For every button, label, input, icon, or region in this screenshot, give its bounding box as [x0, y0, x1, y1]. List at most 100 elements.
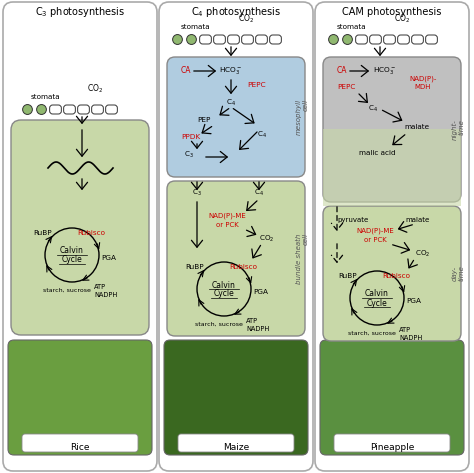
FancyBboxPatch shape [315, 2, 469, 471]
FancyBboxPatch shape [320, 340, 464, 455]
FancyBboxPatch shape [270, 35, 282, 44]
Text: mesophyll
cell: mesophyll cell [296, 99, 309, 135]
Text: stomata: stomata [181, 24, 210, 30]
FancyBboxPatch shape [91, 105, 103, 114]
Text: PEPC: PEPC [337, 84, 356, 90]
Text: PEP: PEP [197, 117, 210, 123]
Text: NADPH: NADPH [94, 292, 117, 298]
Text: PGA: PGA [101, 255, 116, 261]
FancyBboxPatch shape [167, 57, 305, 177]
FancyBboxPatch shape [50, 105, 61, 114]
Text: malic acid: malic acid [359, 150, 395, 156]
Text: CAM photosynthesis: CAM photosynthesis [342, 7, 442, 17]
FancyBboxPatch shape [167, 181, 305, 336]
Text: stomata: stomata [337, 24, 366, 30]
FancyBboxPatch shape [8, 340, 152, 455]
FancyBboxPatch shape [370, 35, 382, 44]
FancyBboxPatch shape [22, 434, 138, 452]
Text: CO$_2$: CO$_2$ [87, 83, 103, 95]
Text: bundle sheath
cell: bundle sheath cell [296, 233, 309, 284]
Ellipse shape [187, 35, 196, 44]
FancyBboxPatch shape [11, 120, 149, 335]
Ellipse shape [36, 105, 46, 114]
Text: C$_3$ photosynthesis: C$_3$ photosynthesis [35, 5, 125, 19]
FancyBboxPatch shape [214, 35, 225, 44]
Text: CA: CA [337, 67, 347, 76]
Text: day-
time: day- time [452, 265, 465, 281]
FancyBboxPatch shape [426, 35, 438, 44]
Text: HCO$_3^-$: HCO$_3^-$ [219, 65, 243, 77]
FancyBboxPatch shape [164, 340, 308, 455]
Text: Maize: Maize [223, 443, 249, 452]
Text: Cycle: Cycle [366, 298, 387, 307]
Text: HCO$_3^-$: HCO$_3^-$ [374, 65, 397, 77]
Text: RuBP: RuBP [338, 273, 357, 279]
FancyBboxPatch shape [228, 35, 239, 44]
Text: Cycle: Cycle [62, 255, 82, 264]
Text: ATP: ATP [246, 318, 258, 324]
Text: CO$_2$: CO$_2$ [238, 13, 254, 25]
Text: NAD(P)-ME: NAD(P)-ME [356, 228, 394, 234]
FancyBboxPatch shape [255, 35, 267, 44]
Text: NAD(P)-ME: NAD(P)-ME [208, 213, 246, 219]
Text: ATP: ATP [94, 284, 106, 290]
Text: CO$_2$: CO$_2$ [394, 13, 410, 25]
Text: Calvin: Calvin [365, 289, 389, 298]
FancyBboxPatch shape [159, 2, 313, 471]
FancyBboxPatch shape [323, 129, 461, 206]
Text: Rubisco: Rubisco [77, 230, 105, 236]
Text: NADPH: NADPH [246, 326, 269, 332]
Text: RuBP: RuBP [185, 264, 204, 270]
FancyBboxPatch shape [64, 105, 75, 114]
FancyBboxPatch shape [106, 105, 118, 114]
Text: or PCK: or PCK [216, 222, 238, 228]
FancyBboxPatch shape [398, 35, 410, 44]
Text: CA: CA [181, 67, 191, 76]
Text: Rubisco: Rubisco [229, 264, 257, 270]
Text: night-
time: night- time [452, 119, 465, 140]
Text: malate: malate [404, 124, 429, 130]
Text: Rice: Rice [70, 443, 90, 452]
Text: Calvin: Calvin [60, 246, 84, 255]
Text: CO$_2$: CO$_2$ [415, 249, 431, 259]
FancyBboxPatch shape [356, 35, 367, 44]
FancyBboxPatch shape [178, 434, 294, 452]
Text: C$_4$ photosynthesis: C$_4$ photosynthesis [191, 5, 281, 19]
Text: ATP: ATP [399, 327, 411, 333]
Text: Pineapple: Pineapple [370, 443, 414, 452]
FancyBboxPatch shape [3, 2, 157, 471]
Text: NADPH: NADPH [399, 335, 422, 341]
FancyBboxPatch shape [242, 35, 253, 44]
Text: PPDK: PPDK [181, 134, 200, 140]
Text: CO$_2$: CO$_2$ [259, 234, 275, 244]
Text: stomata: stomata [31, 94, 61, 100]
Text: Cycle: Cycle [214, 289, 234, 298]
Ellipse shape [23, 105, 32, 114]
Text: malate: malate [406, 217, 430, 223]
Text: pyruvate: pyruvate [337, 217, 368, 223]
Text: C$_4$: C$_4$ [257, 130, 267, 140]
Text: C$_3$: C$_3$ [184, 150, 194, 160]
FancyBboxPatch shape [323, 206, 461, 341]
Text: C$_4$: C$_4$ [226, 98, 236, 108]
Text: starch, sucrose: starch, sucrose [43, 288, 91, 292]
Ellipse shape [173, 35, 182, 44]
Text: or PCK: or PCK [364, 237, 386, 243]
Ellipse shape [328, 35, 338, 44]
Text: PGA: PGA [406, 298, 421, 304]
Text: Rubisco: Rubisco [382, 273, 410, 279]
Text: C$_4$: C$_4$ [368, 104, 378, 114]
Text: MDH: MDH [415, 84, 431, 90]
Text: starch, sucrose: starch, sucrose [195, 322, 243, 326]
FancyBboxPatch shape [200, 35, 211, 44]
FancyBboxPatch shape [78, 105, 90, 114]
FancyBboxPatch shape [383, 35, 395, 44]
Text: starch, sucrose: starch, sucrose [348, 331, 396, 335]
FancyBboxPatch shape [334, 434, 450, 452]
FancyBboxPatch shape [323, 57, 461, 202]
Text: C$_3$: C$_3$ [192, 188, 202, 198]
Text: C$_4$: C$_4$ [254, 188, 264, 198]
Text: NAD(P)-: NAD(P)- [410, 76, 437, 82]
Text: PEPC: PEPC [247, 82, 265, 88]
Text: PGA: PGA [253, 289, 268, 295]
